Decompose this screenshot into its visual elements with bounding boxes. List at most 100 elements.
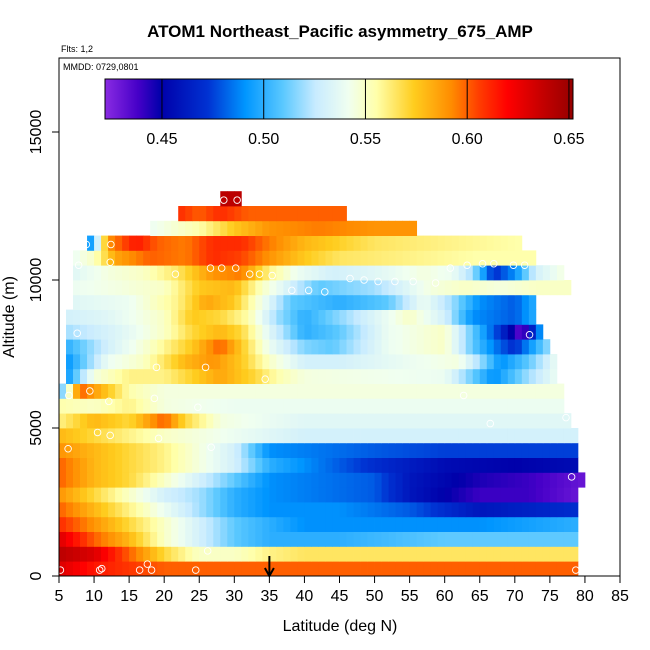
heatmap-cell [444,294,453,310]
heatmap-cell [486,457,495,473]
heatmap-cell [164,413,172,429]
heatmap-cell [542,398,551,414]
heatmap-cell [409,398,418,414]
heatmap-cell [262,531,270,547]
heatmap-cell [374,294,382,310]
heatmap-cell [360,294,368,310]
heatmap-cell [283,339,291,355]
x-tick-label: 35 [260,588,278,605]
heatmap-cell [297,309,305,325]
heatmap-cell [556,457,565,473]
heatmap-cell [360,561,368,577]
heatmap-cell [472,265,481,281]
heatmap-cell [143,383,151,399]
heatmap-cell [227,413,235,429]
heatmap-cell [185,457,193,473]
heatmap-cell [255,472,263,488]
heatmap-cell [465,250,474,266]
heatmap-cell [493,472,502,488]
heatmap-cell [178,457,186,473]
observation-point [201,363,210,372]
heatmap-cell [332,457,340,473]
heatmap-cell [241,428,249,444]
heatmap-cell [276,442,284,458]
heatmap-cell [514,531,523,547]
heatmap-cell [73,457,81,473]
heatmap-cell [185,280,193,296]
heatmap-cell [297,531,305,547]
heatmap-cell [542,354,551,370]
heatmap-cell [143,368,151,384]
heatmap-cell [514,250,523,266]
heatmap-cell [570,561,579,577]
heatmap-cell [241,442,249,458]
heatmap-cell [360,546,368,562]
heatmap-cell [402,368,411,384]
heatmap-cell [136,561,144,577]
heatmap-cell [227,383,235,399]
heatmap-cell [101,472,109,488]
heatmap-cell [199,324,207,340]
heatmap-cell [507,339,516,355]
heatmap-cell [143,502,151,518]
heatmap-cell [262,546,270,562]
heatmap-cell [486,428,495,444]
heatmap-cell [206,561,214,577]
heatmap-cell [388,502,396,518]
heatmap-cell [290,265,298,281]
heatmap-cell [486,309,495,325]
heatmap-cell [297,561,305,577]
heatmap-cell [332,502,340,518]
heatmap-cell [360,472,368,488]
heatmap-cell [388,368,396,384]
heatmap-cell [430,413,439,429]
observation-point [64,444,72,453]
heatmap-cell [388,561,396,577]
heatmap-cell [304,546,312,562]
heatmap-cell [283,487,291,503]
observation-point [82,240,91,249]
heatmap-cell [178,561,186,577]
heatmap-cell [122,235,130,251]
heatmap-cell [199,487,207,503]
heatmap-cell [542,413,551,429]
heatmap-cell [472,428,481,444]
heatmap-cell [262,250,270,266]
heatmap-cell [304,294,312,310]
heatmap-cell [325,324,333,340]
observation-point [203,547,212,555]
heatmap-cell [164,428,172,444]
heatmap-cell [486,368,495,384]
heatmap-cell [66,561,74,577]
heatmap-cell [206,516,214,532]
heatmap-cell [248,265,256,281]
heatmap-cell [521,531,530,547]
heatmap-cell [234,442,242,458]
heatmap-cell [353,531,361,547]
heatmap-cell [157,309,165,325]
heatmap-cell [514,546,523,562]
heatmap-cell [514,265,523,281]
heatmap-cell [101,294,109,310]
heatmap-cell [535,531,544,547]
heatmap-cell [255,383,263,399]
heatmap-cell [444,546,453,562]
heatmap-cell [108,339,116,355]
heatmap-cell [416,413,425,429]
heatmap-cell [318,442,326,458]
heatmap-cell [465,442,474,458]
heatmap-cell [465,309,474,325]
heatmap-cell [388,457,396,473]
heatmap-cell [507,309,516,325]
heatmap-cell [409,250,418,266]
heatmap-cell [150,265,158,281]
heatmap-cell [507,531,516,547]
heatmap-cell [206,413,214,429]
heatmap-cell [276,457,284,473]
heatmap-cell [444,413,453,429]
heatmap-cell [290,235,298,251]
heatmap-cell [465,472,474,488]
observation-point [154,434,163,443]
heatmap-cell [402,354,411,370]
heatmap-cell [227,398,235,414]
